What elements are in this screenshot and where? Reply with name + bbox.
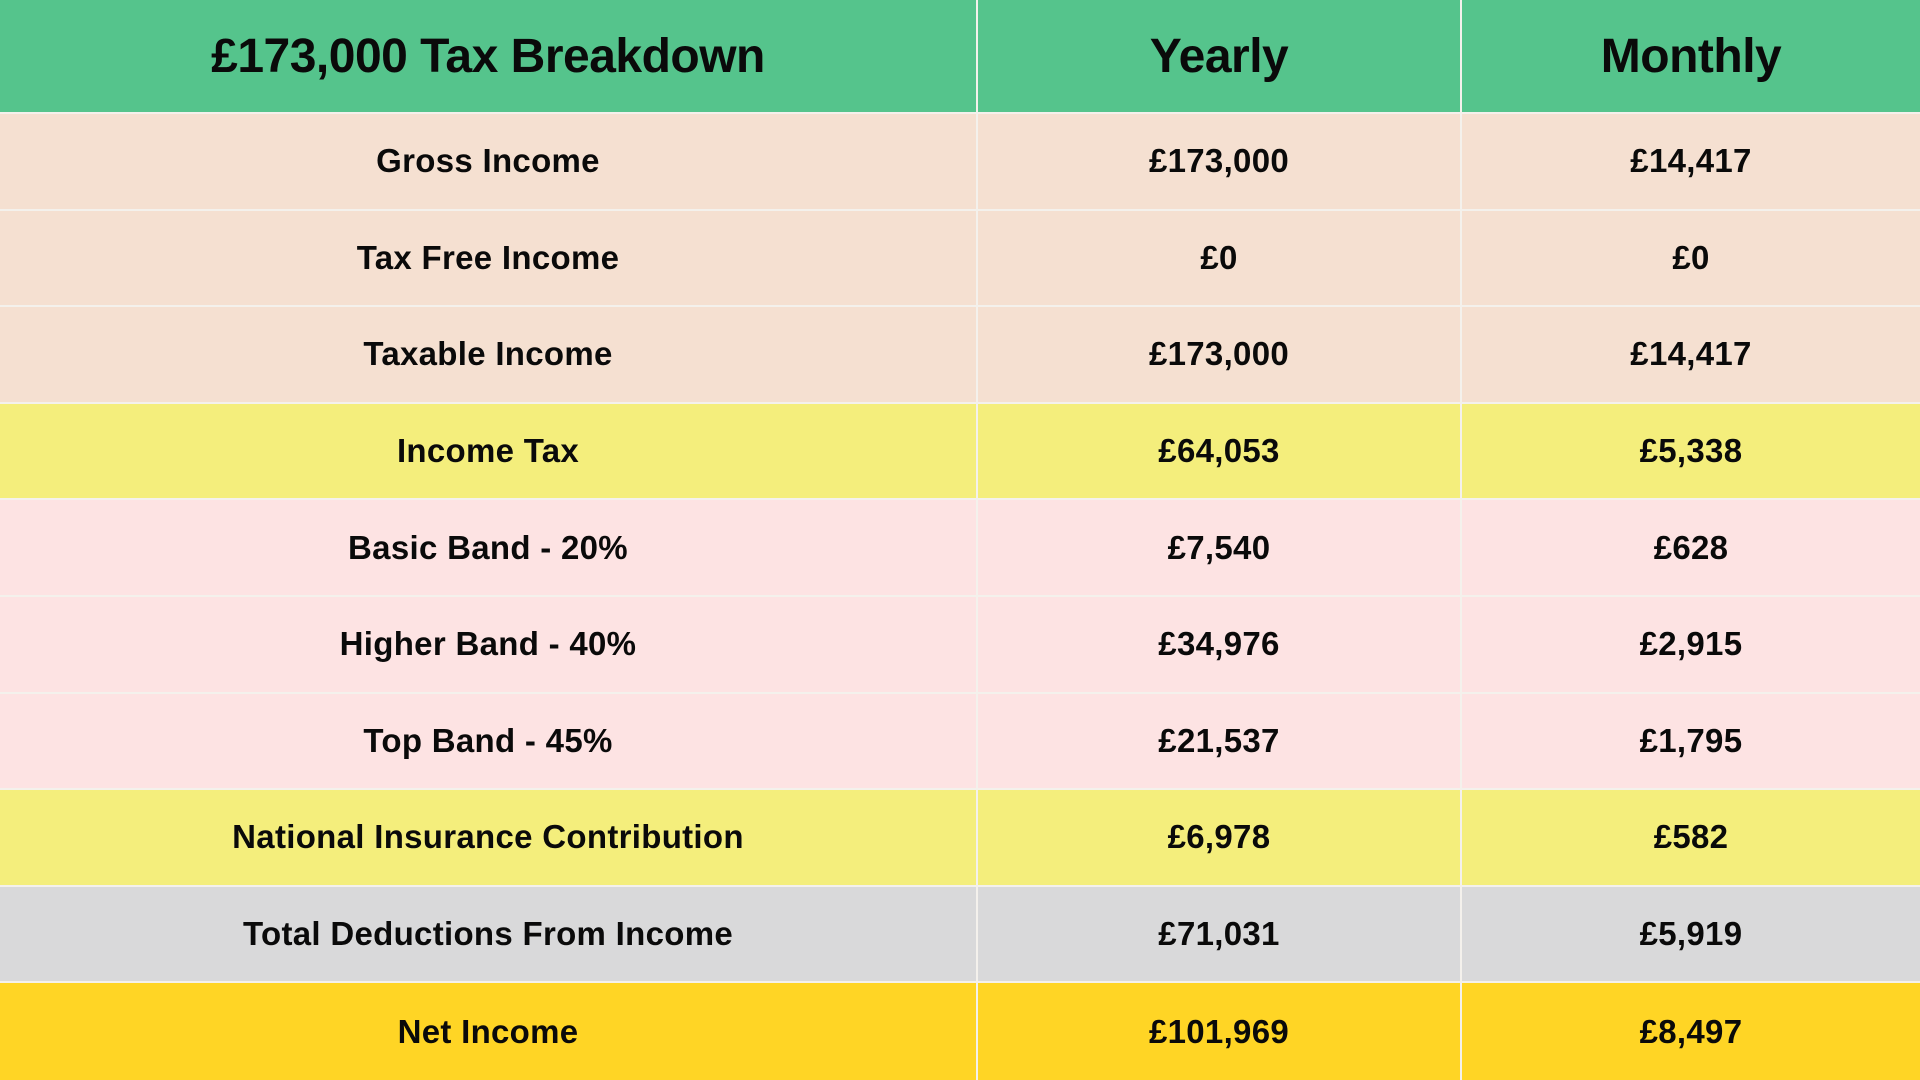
row-monthly-tax-free-income: £0 (1462, 210, 1920, 308)
row-yearly-taxable-income: £173,000 (978, 307, 1462, 404)
row-label-basic-band: Basic Band - 20% (0, 500, 978, 597)
row-monthly-top-band: £1,795 (1462, 693, 1920, 791)
row-label-income-tax: Income Tax (0, 403, 978, 501)
row-monthly-national-insurance: £582 (1462, 790, 1920, 887)
row-yearly-top-band: £21,537 (978, 693, 1462, 791)
row-label-gross-income: Gross Income (0, 114, 978, 211)
row-label-top-band: Top Band - 45% (0, 693, 978, 791)
row-yearly-tax-free-income: £0 (978, 210, 1462, 308)
row-monthly-income-tax: £5,338 (1462, 403, 1920, 501)
row-yearly-income-tax: £64,053 (978, 403, 1462, 501)
row-monthly-taxable-income: £14,417 (1462, 307, 1920, 404)
row-monthly-gross-income: £14,417 (1462, 114, 1920, 211)
row-yearly-total-deductions: £71,031 (978, 886, 1462, 984)
row-label-taxable-income: Taxable Income (0, 307, 978, 404)
row-yearly-gross-income: £173,000 (978, 114, 1462, 211)
header-yearly: Yearly (978, 0, 1462, 114)
row-label-higher-band: Higher Band - 40% (0, 596, 978, 694)
row-yearly-basic-band: £7,540 (978, 500, 1462, 597)
row-label-net-income: Net Income (0, 983, 978, 1080)
row-label-total-deductions: Total Deductions From Income (0, 886, 978, 984)
row-monthly-basic-band: £628 (1462, 500, 1920, 597)
header-monthly: Monthly (1462, 0, 1920, 114)
header-title: £173,000 Tax Breakdown (0, 0, 978, 114)
row-yearly-net-income: £101,969 (978, 983, 1462, 1080)
row-label-tax-free-income: Tax Free Income (0, 210, 978, 308)
row-yearly-higher-band: £34,976 (978, 596, 1462, 694)
row-monthly-higher-band: £2,915 (1462, 596, 1920, 694)
row-label-national-insurance: National Insurance Contribution (0, 790, 978, 887)
row-yearly-national-insurance: £6,978 (978, 790, 1462, 887)
row-monthly-net-income: £8,497 (1462, 983, 1920, 1080)
row-monthly-total-deductions: £5,919 (1462, 886, 1920, 984)
